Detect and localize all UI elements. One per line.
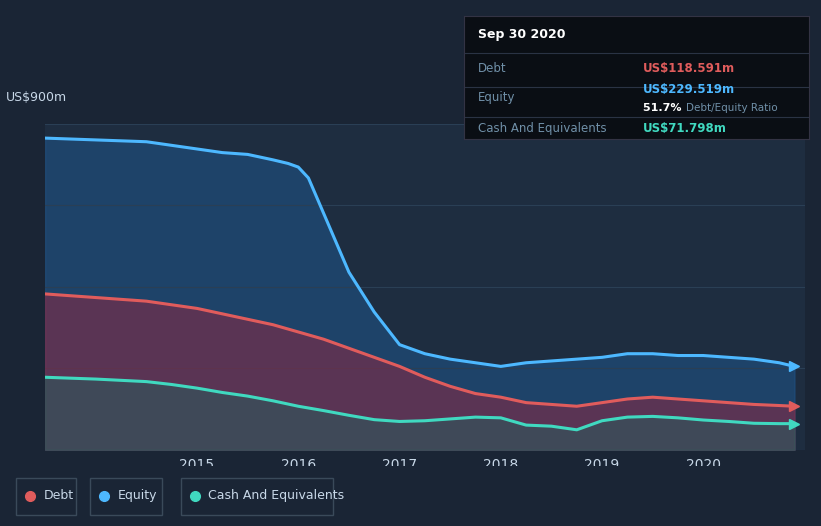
Text: Cash And Equivalents: Cash And Equivalents: [208, 489, 344, 502]
Text: Debt/Equity Ratio: Debt/Equity Ratio: [686, 104, 778, 114]
Text: Equity: Equity: [117, 489, 157, 502]
Text: Cash And Equivalents: Cash And Equivalents: [478, 122, 606, 135]
Text: Sep 30 2020: Sep 30 2020: [478, 28, 565, 41]
Text: US$0: US$0: [6, 466, 39, 479]
Text: Debt: Debt: [478, 63, 507, 75]
Text: US$118.591m: US$118.591m: [643, 63, 736, 75]
Text: 51.7%: 51.7%: [643, 104, 686, 114]
Text: Debt: Debt: [44, 489, 74, 502]
Text: US$900m: US$900m: [6, 91, 67, 104]
Text: US$229.519m: US$229.519m: [643, 84, 736, 96]
Text: Equity: Equity: [478, 91, 515, 104]
Text: US$71.798m: US$71.798m: [643, 122, 727, 135]
